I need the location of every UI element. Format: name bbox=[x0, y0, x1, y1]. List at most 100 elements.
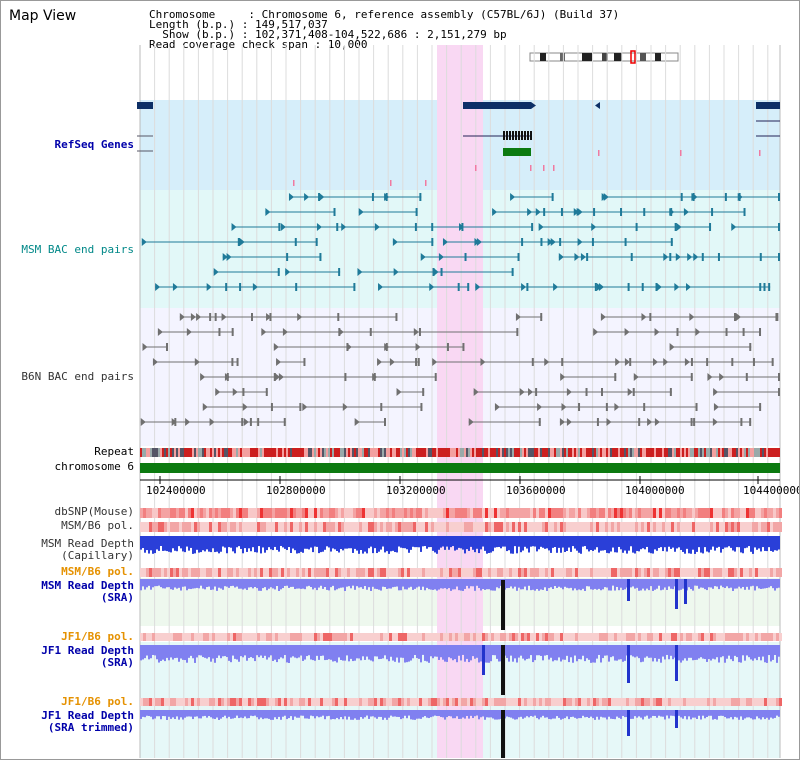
jf1-depth-trimmed bbox=[214, 710, 216, 720]
jf1-depth-trimmed bbox=[302, 710, 304, 716]
msm-depth-capillary bbox=[518, 536, 520, 547]
jf1-depth-sra bbox=[538, 645, 540, 656]
b6n-bac-pair-end bbox=[218, 328, 221, 336]
b6n-bac-pair-end bbox=[274, 373, 280, 381]
jf1-depth-trimmed bbox=[288, 710, 290, 719]
jf1-depth-trimmed bbox=[528, 710, 530, 718]
msm-depth-sra bbox=[544, 579, 546, 588]
repeat-segment bbox=[546, 448, 548, 457]
msm-depth-capillary bbox=[774, 536, 776, 551]
jf1-depth-trimmed bbox=[194, 710, 196, 717]
jf1-depth-trimmed bbox=[586, 710, 588, 717]
jf1-depth-trimmed bbox=[232, 710, 234, 719]
jf1-depth-sra bbox=[678, 645, 680, 661]
jf1-depth-trimmed bbox=[598, 710, 600, 720]
msm-depth-capillary bbox=[398, 536, 400, 547]
jf1-depth-trimmed bbox=[294, 710, 296, 717]
msm-depth-capillary bbox=[174, 536, 176, 551]
msm-depth-sra bbox=[612, 579, 614, 586]
dbsnp-strip bbox=[623, 508, 626, 518]
jf1-b6-pol-strip bbox=[545, 633, 548, 641]
msm-depth-capillary bbox=[168, 536, 170, 552]
jf1-b6-pol-strip-2 bbox=[437, 698, 440, 706]
msm-depth-capillary bbox=[606, 536, 608, 553]
msm-b6-pol-strip-2 bbox=[773, 568, 776, 577]
msm-b6-pol-strip bbox=[317, 522, 320, 532]
msm-depth-capillary bbox=[582, 536, 584, 547]
jf1-b6-pol-strip bbox=[395, 633, 398, 641]
jf1-b6-pol-strip-2 bbox=[266, 698, 269, 706]
jf1-depth-trimmed bbox=[434, 710, 436, 716]
jf1-b6-pol-strip-2 bbox=[416, 698, 419, 706]
repeat-segment bbox=[204, 448, 206, 457]
msm-depth-sra bbox=[670, 579, 672, 589]
repeat-segment bbox=[480, 448, 482, 457]
jf1-depth-sra bbox=[756, 645, 758, 661]
dbsnp-strip bbox=[179, 508, 182, 518]
msm-b6-pol-strip-2 bbox=[524, 568, 527, 577]
msm-b6-pol-strip bbox=[767, 522, 770, 532]
jf1-b6-pol-strip bbox=[524, 633, 527, 641]
msm-depth-sra bbox=[208, 579, 210, 587]
jf1-depth-trimmed bbox=[212, 710, 214, 719]
axis-tick-5: 104000000 bbox=[625, 484, 685, 497]
msm-b6-pol-strip bbox=[143, 522, 146, 532]
repeat-segment bbox=[366, 448, 368, 457]
msm-depth-sra bbox=[568, 579, 570, 589]
msm-depth-capillary bbox=[176, 536, 178, 552]
repeat-segment bbox=[318, 448, 320, 457]
dbsnp-strip bbox=[248, 508, 251, 518]
jf1-b6-pol-strip-2 bbox=[689, 698, 692, 706]
msm-depth-sra bbox=[276, 579, 278, 587]
jf1-depth-trimmed bbox=[682, 710, 684, 719]
jf1-depth-trimmed bbox=[550, 710, 552, 720]
msm-depth-capillary bbox=[162, 536, 164, 551]
repeat-segment bbox=[762, 448, 764, 457]
msm-depth-sra bbox=[404, 579, 406, 590]
msm-depth-sra bbox=[556, 579, 558, 588]
jf1-depth-sra bbox=[426, 645, 428, 662]
msm-depth-capillary bbox=[254, 536, 256, 553]
msm-depth-capillary bbox=[712, 536, 714, 547]
jf1-b6-pol-strip-2 bbox=[608, 698, 611, 706]
msm-depth-capillary bbox=[760, 536, 762, 552]
b6n-bac-pair-end bbox=[179, 313, 185, 321]
jf1-depth-trimmed bbox=[684, 710, 686, 717]
jf1-b6-pol-strip-2 bbox=[386, 698, 389, 706]
jf1-b6-pol-strip-2 bbox=[425, 698, 428, 706]
repeat-segment bbox=[308, 448, 310, 457]
msm-b6-pol-strip-2 bbox=[326, 568, 329, 577]
jf1-depth-trimmed bbox=[762, 710, 764, 718]
msm-bac-pair-end bbox=[440, 268, 443, 276]
dbsnp-strip bbox=[242, 508, 245, 518]
msm-depth-capillary bbox=[336, 536, 338, 552]
msm-depth-sra bbox=[622, 579, 624, 591]
jf1-b6-pol-strip-2 bbox=[692, 698, 695, 706]
msm-depth-sra bbox=[596, 579, 598, 590]
repeat-segment bbox=[696, 448, 698, 457]
msm-b6-pol-strip-2 bbox=[728, 568, 731, 577]
b6n-bac-pair-end bbox=[531, 358, 534, 366]
dbsnp-strip bbox=[464, 508, 467, 518]
msm-b6-pol-strip-2 bbox=[554, 568, 557, 577]
dbsnp-strip bbox=[203, 508, 206, 518]
jf1-depth-sra bbox=[414, 645, 416, 656]
chromosome-ideogram[interactable] bbox=[529, 50, 679, 64]
jf1-depth-trimmed bbox=[552, 710, 554, 719]
msm-b6-pol-strip bbox=[635, 522, 638, 532]
b6n-bac-pair-end bbox=[742, 328, 745, 336]
msm-depth-capillary bbox=[440, 536, 442, 548]
b6n-bac-pair-end bbox=[395, 313, 398, 321]
jf1-depth-trimmed bbox=[632, 710, 634, 719]
repeat-segment bbox=[498, 448, 500, 457]
msm-b6-pol-strip bbox=[344, 522, 347, 532]
msm-depth-sra bbox=[412, 579, 414, 590]
jf1-depth-sra bbox=[196, 645, 198, 658]
msm-b6-pol-strip-2 bbox=[287, 568, 290, 577]
msm-b6-pol-strip-2 bbox=[518, 568, 521, 577]
msm-b6-pol-strip bbox=[242, 522, 245, 532]
msm-depth-sra bbox=[234, 579, 236, 588]
msm-bac-pair-end bbox=[510, 193, 516, 201]
msm-depth-capillary bbox=[172, 536, 174, 549]
